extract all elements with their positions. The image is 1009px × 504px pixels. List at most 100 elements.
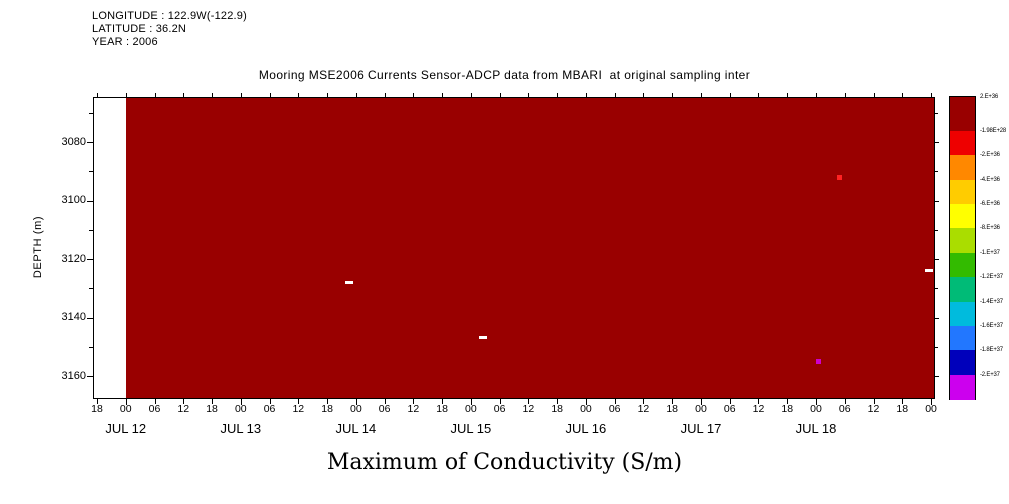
x-tick-label: 18 [321,403,333,415]
x-tick-label: 12 [407,403,420,415]
colorbar-band [950,131,975,156]
y-tick-label: 3140 [61,311,86,323]
colorbar-band [950,155,975,181]
y-tick-mark [935,259,939,260]
colorbar-band [950,301,975,327]
bottom-axis-title: Maximum of Conductivity (S/m) [326,450,683,475]
colorbar-tick-label: 2.E+36 [980,94,998,100]
y-tick-mark [87,142,93,143]
x-tick-mark [729,93,731,97]
x-tick-mark [672,399,674,404]
y-tick-mark [87,376,93,377]
x-tick-mark [470,93,472,97]
y-minor-tick-mark [89,229,93,231]
x-tick-mark [585,93,587,97]
x-tick-mark [298,93,300,97]
x-tick-label: 18 [436,403,448,415]
x-tick-label: 06 [723,403,736,415]
x-tick-mark [729,399,731,404]
x-tick-label: 18 [551,403,563,415]
x-tick-mark [125,93,127,97]
header-longitude: LONGITUDE : 122.9W(-122.9) [92,10,247,22]
x-tick-mark [154,399,156,404]
x-tick-label: 12 [177,403,190,415]
x-tick-mark [844,399,846,404]
x-tick-label: 12 [867,403,880,415]
x-tick-mark [557,93,559,97]
x-date-label: JUL 12 [105,421,147,436]
x-tick-label: 12 [637,403,650,415]
y-tick-label: 3160 [61,369,86,382]
x-tick-mark [758,93,760,97]
anomaly-point [815,358,821,364]
x-date-label: JUL 14 [335,421,377,436]
x-tick-mark [269,399,271,404]
plot-frame [93,97,935,399]
x-tick-label: 00 [234,403,247,415]
anomaly-point [345,280,354,284]
x-tick-mark [643,93,645,97]
y-minor-tick-mark [89,112,93,114]
x-tick-mark [212,93,214,97]
x-tick-label: 06 [148,403,161,415]
colorbar-tick-label: -1.4E+37 [980,298,1003,305]
y-tick-label: 3120 [61,252,86,265]
anomaly-point [478,336,487,340]
plot-title: Mooring MSE2006 Currents Sensor-ADCP dat… [258,68,751,82]
x-tick-label: 00 [810,403,822,415]
x-tick-mark [614,93,616,97]
colorbar-band [950,97,975,132]
x-tick-label: 12 [292,403,305,415]
x-tick-label: 06 [378,403,391,415]
y-tick-mark [935,376,939,377]
x-tick-label: 00 [580,403,592,415]
x-date-label: JUL 13 [220,421,262,436]
y-tick-mark [935,200,939,202]
x-tick-mark [787,93,789,97]
x-tick-mark [240,399,242,405]
x-tick-mark [470,399,472,405]
x-tick-label: 06 [838,403,851,415]
colorbar-tick-label: -1.E+37 [980,249,1000,256]
x-date-label: JUL 15 [450,421,492,436]
x-tick-label: 06 [608,403,621,415]
colorbar-tick-label: -1.98E+28 [980,128,1007,134]
x-tick-mark [442,399,444,404]
x-tick-label: 18 [781,403,794,415]
x-tick-mark [327,399,329,404]
y-minor-tick-mark [935,229,938,231]
x-tick-mark [873,399,875,404]
x-tick-mark [183,93,185,97]
x-tick-mark [614,399,616,404]
x-tick-label: 06 [263,403,276,415]
x-tick-mark [499,399,501,404]
x-tick-mark [528,399,530,404]
x-tick-mark [816,399,817,405]
x-tick-mark [931,93,933,97]
x-tick-label: 18 [91,403,103,415]
x-tick-mark [212,399,214,404]
y-axis-label: DEPTH (m) [32,215,44,279]
x-tick-mark [97,399,98,404]
x-tick-label: 12 [522,403,535,415]
x-tick-mark [384,399,386,404]
x-tick-mark [413,93,415,97]
x-tick-label: 00 [119,403,132,415]
y-tick-mark [935,142,939,143]
colorbar-band [950,325,975,351]
colorbar-band [950,204,975,230]
x-tick-mark [528,93,530,97]
y-minor-tick-mark [89,171,93,173]
x-tick-label: 00 [465,403,477,415]
y-tick-mark [87,259,93,260]
colorbar-tick-label: -6.E+36 [980,201,1000,208]
x-tick-mark [327,93,329,97]
x-tick-mark [269,93,271,97]
anomaly-point [924,269,933,273]
colorbar-tick-label: -1.8E+37 [980,347,1003,354]
y-minor-tick-mark [89,288,93,290]
x-tick-mark [643,399,645,404]
colorbar-band [950,252,975,278]
x-tick-label: 00 [925,403,937,415]
header-latitude: LATITUDE : 36.2N [92,23,187,35]
